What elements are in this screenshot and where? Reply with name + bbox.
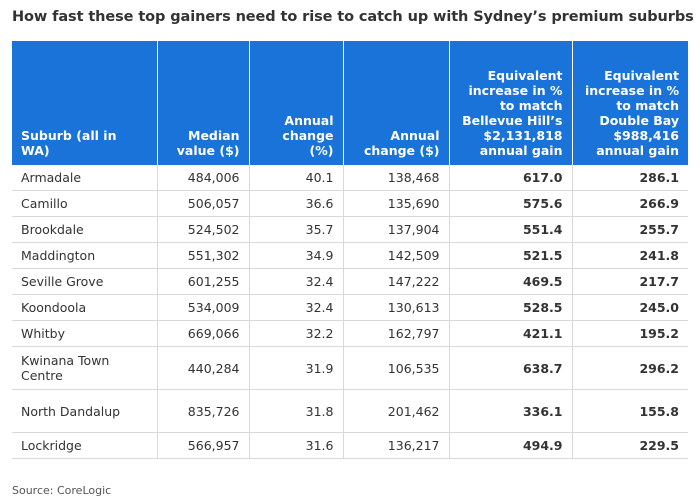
cell-median-value: 440,284 [157, 346, 250, 390]
table-row: Camillo 506,057 36.6 135,690 575.6 266.9 [12, 190, 688, 217]
cell-bellevue-hill: 528.5 [449, 294, 573, 321]
source-note: Source: CoreLogic [12, 484, 112, 497]
cell-bellevue-hill: 551.4 [449, 216, 573, 243]
cell-median-value: 484,006 [157, 165, 250, 191]
cell-double-bay: 155.8 [572, 389, 688, 433]
cell-bellevue-hill: 521.5 [449, 242, 573, 269]
cell-double-bay: 286.1 [572, 165, 688, 191]
cell-annual-change-dollar: 106,535 [343, 346, 450, 390]
cell-annual-change-dollar: 135,690 [343, 190, 450, 217]
cell-bellevue-hill: 336.1 [449, 389, 573, 433]
cell-double-bay: 266.9 [572, 190, 688, 217]
cell-bellevue-hill: 575.6 [449, 190, 573, 217]
data-table: Suburb (all in WA) Median value ($) Annu… [12, 41, 688, 459]
cell-suburb: Kwinana Town Centre [12, 346, 158, 390]
cell-suburb: North Dandalup [12, 389, 158, 433]
cell-suburb: Brookdale [12, 216, 158, 243]
header-annual-change-dollar: Annual change ($) [343, 41, 450, 165]
cell-median-value: 534,009 [157, 294, 250, 321]
cell-annual-change-pct: 40.1 [249, 165, 344, 191]
cell-median-value: 524,502 [157, 216, 250, 243]
table-row: Maddington 551,302 34.9 142,509 521.5 241.8 [12, 242, 688, 269]
cell-annual-change-pct: 36.6 [249, 190, 344, 217]
cell-suburb: Armadale [12, 165, 158, 191]
table-row: Armadale 484,006 40.1 138,468 617.0 286.1 [12, 165, 688, 191]
cell-median-value: 506,057 [157, 190, 250, 217]
cell-bellevue-hill: 469.5 [449, 268, 573, 295]
cell-median-value: 551,302 [157, 242, 250, 269]
cell-annual-change-dollar: 162,797 [343, 320, 450, 347]
cell-annual-change-dollar: 130,613 [343, 294, 450, 321]
cell-suburb: Maddington [12, 242, 158, 269]
cell-annual-change-dollar: 136,217 [343, 432, 450, 459]
cell-double-bay: 296.2 [572, 346, 688, 390]
cell-annual-change-pct: 32.4 [249, 268, 344, 295]
cell-double-bay: 255.7 [572, 216, 688, 243]
cell-double-bay: 217.7 [572, 268, 688, 295]
table-row: Brookdale 524,502 35.7 137,904 551.4 255.7 [12, 216, 688, 243]
cell-annual-change-dollar: 137,904 [343, 216, 450, 243]
cell-bellevue-hill: 494.9 [449, 432, 573, 459]
table-header: Suburb (all in WA) Median value ($) Annu… [12, 41, 688, 165]
header-bellevue-hill: Equivalent increase in % to match Bellev… [449, 41, 573, 165]
table-body: Armadale 484,006 40.1 138,468 617.0 286.1 Cami… [12, 165, 688, 459]
cell-annual-change-dollar: 138,468 [343, 165, 450, 191]
cell-suburb: Whitby [12, 320, 158, 347]
cell-double-bay: 245.0 [572, 294, 688, 321]
cell-suburb: Seville Grove [12, 268, 158, 295]
header-double-bay: Equivalent increase in % to match Double… [572, 41, 688, 165]
cell-double-bay: 241.8 [572, 242, 688, 269]
cell-annual-change-dollar: 147,222 [343, 268, 450, 295]
cell-median-value: 669,066 [157, 320, 250, 347]
cell-double-bay: 229.5 [572, 432, 688, 459]
cell-double-bay: 195.2 [572, 320, 688, 347]
header-suburb: Suburb (all in WA) [12, 41, 158, 165]
table-row: Lockridge 566,957 31.6 136,217 494.9 229.5 [12, 432, 688, 459]
header-annual-change-pct: Annual change (%) [249, 41, 344, 165]
cell-annual-change-dollar: 142,509 [343, 242, 450, 269]
cell-annual-change-pct: 35.7 [249, 216, 344, 243]
cell-bellevue-hill: 638.7 [449, 346, 573, 390]
table-title: How fast these top gainers need to rise … [12, 9, 694, 25]
cell-median-value: 566,957 [157, 432, 250, 459]
table-row: Whitby 669,066 32.2 162,797 421.1 195.2 [12, 320, 688, 347]
cell-median-value: 601,255 [157, 268, 250, 295]
table-row: North Dandalup 835,726 31.8 201,462 336.1 155… [12, 389, 688, 433]
table-row: Koondoola 534,009 32.4 130,613 528.5 245.0 [12, 294, 688, 321]
cell-annual-change-dollar: 201,462 [343, 389, 450, 433]
cell-annual-change-pct: 32.2 [249, 320, 344, 347]
table-row: Seville Grove 601,255 32.4 147,222 469.5 217.… [12, 268, 688, 295]
cell-annual-change-pct: 31.8 [249, 389, 344, 433]
cell-bellevue-hill: 617.0 [449, 165, 573, 191]
header-median-value: Median value ($) [157, 41, 250, 165]
cell-annual-change-pct: 31.6 [249, 432, 344, 459]
table-row: Kwinana Town Centre 440,284 31.9 106,535 638… [12, 346, 688, 390]
cell-annual-change-pct: 34.9 [249, 242, 344, 269]
cell-suburb: Camillo [12, 190, 158, 217]
cell-suburb: Lockridge [12, 432, 158, 459]
cell-annual-change-pct: 32.4 [249, 294, 344, 321]
cell-bellevue-hill: 421.1 [449, 320, 573, 347]
cell-median-value: 835,726 [157, 389, 250, 433]
cell-suburb: Koondoola [12, 294, 158, 321]
cell-annual-change-pct: 31.9 [249, 346, 344, 390]
